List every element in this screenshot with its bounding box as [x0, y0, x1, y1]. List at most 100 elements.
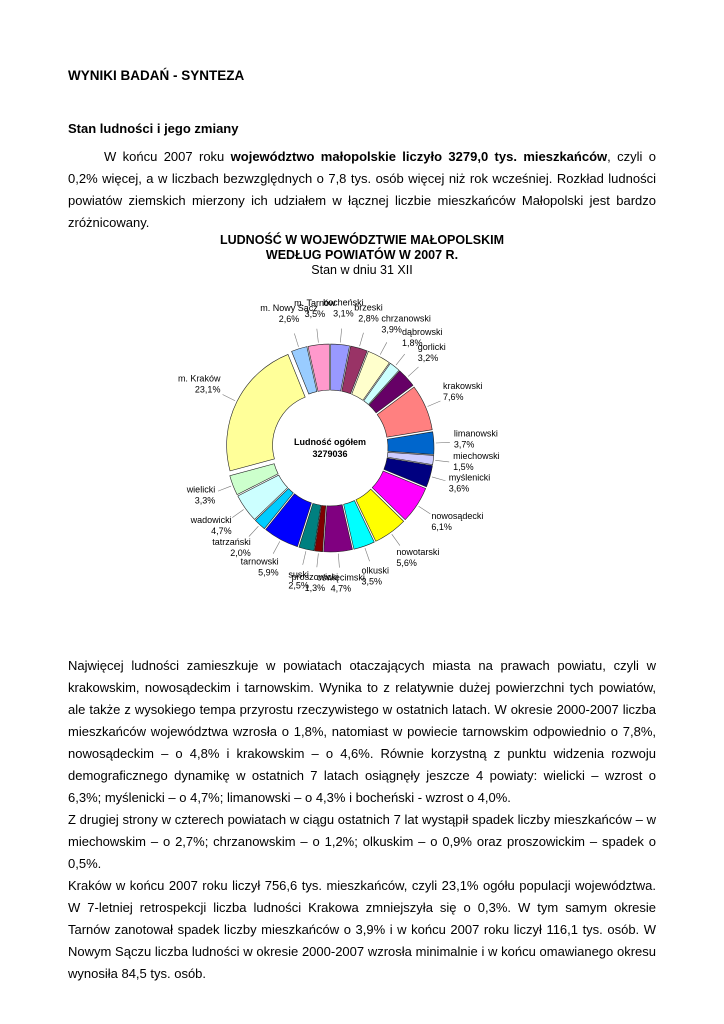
category-label: wielicki [186, 485, 216, 495]
leader-line [391, 533, 401, 546]
slice-label: miechowski 1,5% [453, 451, 500, 472]
slice-label: chrzanowski 3,9% [381, 313, 431, 334]
slice [265, 493, 312, 548]
slice [226, 354, 306, 472]
value-label: 2,8% [358, 313, 379, 323]
value-label: 2,6% [279, 314, 300, 324]
value-label: 3,5% [362, 576, 383, 586]
slice [307, 343, 330, 392]
category-label: gorlicki [418, 342, 446, 352]
value-label: 1,8% [402, 338, 423, 348]
value-label: 6,1% [431, 522, 452, 532]
slice-label: nowosądecki 6,1% [431, 511, 483, 532]
paragraph: Kraków w końcu 2007 roku liczył 756,6 ty… [68, 878, 656, 981]
category-label: krakowski [443, 381, 483, 391]
category-label: myślenicki [449, 473, 491, 483]
leader-line [340, 328, 342, 343]
slice-label: brzeski 2,8% [354, 302, 383, 323]
value-label: 4,7% [331, 584, 352, 594]
leader-line [294, 333, 299, 347]
value-label: 3,2% [418, 353, 439, 363]
value-label: 23,1% [195, 385, 221, 395]
slice-label: myślenicki 3,6% [449, 473, 491, 494]
slice-label: olkuski 3,5% [362, 565, 390, 586]
text: W końcu 2007 roku [104, 149, 231, 164]
leader-line [379, 342, 388, 355]
value-label: 4,7% [211, 526, 232, 536]
slice [351, 350, 390, 401]
slice [229, 463, 279, 496]
text: , czyli o 0,2% więcej, a w liczbach bezw… [68, 149, 656, 230]
value-label: 7,6% [443, 392, 464, 402]
category-label: m. Tarnów [294, 298, 336, 308]
center-value: 3279036 [312, 449, 347, 459]
category-label: oświęcimski [317, 573, 365, 583]
slice [298, 503, 322, 552]
slice [330, 343, 350, 392]
heading: WYNIKI BADAŃ - SYNTEZA [68, 68, 245, 83]
slice-label: wadowicki 4,7% [190, 515, 232, 536]
leader-line [435, 442, 450, 444]
slice-label: bocheński 3,1% [323, 298, 364, 319]
leader-line [418, 505, 431, 515]
slice [386, 431, 435, 455]
slice-label: proszowicki 1,3% [292, 572, 339, 593]
slice [371, 470, 427, 521]
slice [386, 451, 435, 465]
slice [314, 505, 327, 553]
value-label: 2,5% [288, 580, 309, 590]
category-label: m. Kraków [178, 374, 221, 384]
value-label: 2,0% [230, 548, 251, 558]
leader-line [427, 400, 441, 407]
category-label: chrzanowski [381, 313, 431, 323]
section-title: Stan ludności i jego zmiany [68, 121, 239, 136]
value-label: 3,6% [449, 484, 470, 494]
leader-line [302, 551, 307, 565]
slice-label: m. Kraków 23,1% [178, 374, 221, 395]
value-label: 1,3% [305, 583, 326, 593]
slice-label: krakowski 7,6% [443, 381, 483, 402]
slice [376, 386, 433, 438]
intro: W końcu 2007 roku województwo małopolski… [68, 146, 656, 234]
slice [363, 362, 400, 405]
slice [323, 504, 353, 553]
slice-label: gorlicki 3,2% [418, 342, 446, 363]
paragraph: Z drugiej strony w czterech powiatach w … [68, 812, 656, 871]
slice [291, 346, 318, 395]
slice-label: nowotarski 5,6% [396, 547, 439, 568]
slice [343, 500, 375, 550]
slice-label: m. Tarnów 3,5% [294, 298, 336, 319]
leader-line [316, 553, 319, 568]
bold-text: województwo małopolskie liczyło 3279,0 t… [230, 149, 608, 164]
value-label: 3,9% [381, 324, 402, 334]
category-label: limanowski [454, 428, 498, 438]
slice-label: dąbrowski 1,8% [402, 327, 443, 348]
leader-line [232, 509, 244, 518]
leader-line [407, 366, 419, 377]
category-label: suski [288, 569, 309, 579]
slice-label: tarnowski 5,9% [241, 557, 279, 578]
center-label: Ludność ogółem [294, 437, 366, 447]
category-label: miechowski [453, 451, 500, 461]
chart-title: LUDNOŚĆ W WOJEWÓDZTWIE MAŁOPOLSKIM WEDŁU… [219, 233, 504, 262]
slice [368, 370, 414, 414]
leader-line [338, 553, 340, 568]
value-label: 1,5% [453, 462, 474, 472]
slice-label: m. Nowy Sącz 2,6% [260, 303, 318, 324]
leader-line [248, 525, 259, 537]
slice [254, 488, 294, 530]
value-label: 3,1% [333, 309, 354, 319]
leader-line [435, 459, 450, 463]
paragraph: Najwięcej ludności zamieszkuje w powiata… [68, 658, 656, 805]
value-label: 5,9% [258, 568, 279, 578]
category-label: tatrzański [212, 537, 251, 547]
category-label: brzeski [354, 302, 383, 312]
body-text: Najwięcej ludności zamieszkuje w powiata… [68, 655, 656, 985]
value-label: 3,3% [195, 496, 216, 506]
slice-label: limanowski 3,7% [454, 428, 498, 449]
leader-line [359, 332, 364, 347]
leader-line [316, 328, 319, 343]
category-label: nowotarski [396, 547, 439, 557]
leader-line [217, 485, 232, 492]
